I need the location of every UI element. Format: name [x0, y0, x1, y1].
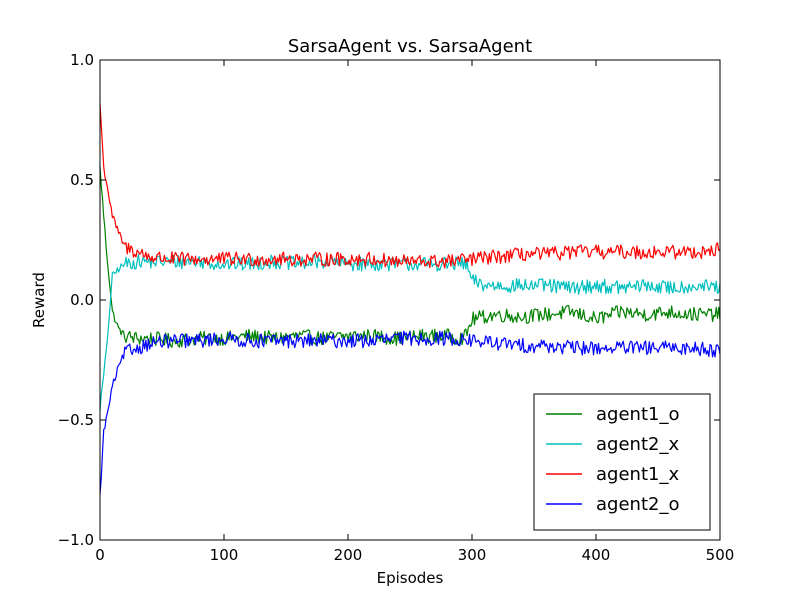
y-tick-label: −0.5: [58, 411, 94, 429]
y-tick-label: 1.0: [70, 51, 94, 69]
x-tick-label: 400: [582, 546, 611, 564]
series-line-agent1_o: [99, 166, 721, 348]
x-tick-label: 200: [334, 546, 363, 564]
legend-box: [533, 393, 711, 531]
x-tick-label: 0: [95, 546, 105, 564]
y-tick-label: 0.0: [70, 291, 94, 309]
series-line-agent1_x: [99, 103, 721, 269]
y-tick-label: −1.0: [58, 531, 94, 549]
x-tick-label: 300: [458, 546, 487, 564]
x-tick-label: 500: [706, 546, 735, 564]
y-axis-label: Reward: [30, 272, 48, 328]
y-tick-label: 0.5: [70, 171, 94, 189]
x-axis-label: Episodes: [377, 569, 444, 587]
series-layer: [99, 103, 721, 495]
legend-label-agent2_x: agent2_x: [596, 434, 679, 455]
legend-label-agent1_o: agent1_o: [596, 404, 679, 425]
x-tick-label: 100: [210, 546, 239, 564]
series-line-agent2_o: [99, 330, 721, 495]
legend: agent1_o agent2_x agent1_x agent2_o: [533, 393, 711, 531]
legend-label-agent1_x: agent1_x: [596, 464, 679, 485]
legend-label-agent2_o: agent2_o: [596, 494, 679, 515]
chart-title: SarsaAgent vs. SarsaAgent: [288, 36, 532, 57]
axes-layer: 0 100 200 300 400 500 −1.0 −0.5 0.0 0.5 1.0: [58, 51, 735, 564]
